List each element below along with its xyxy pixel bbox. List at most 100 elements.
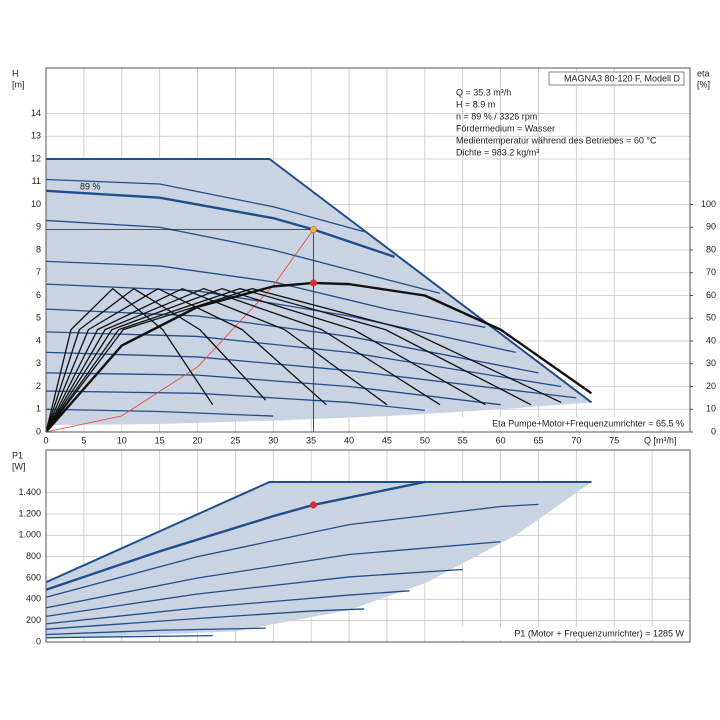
x-tick-label: 70	[571, 435, 581, 445]
operating-point	[309, 226, 317, 233]
curve	[45, 481, 592, 584]
y2-tick-label: 70	[706, 267, 716, 277]
overlay: 0 5 10 15 20 25 30 35 40 45 50 55 60 65 70 750123456789…	[31, 67, 716, 445]
footer-text: Eta Pumpe+Motor+Frequenzumrichter = 65.5…	[492, 418, 684, 428]
x-tick-label: 60	[496, 435, 506, 445]
info-line: Medientemperatur während des Betriebes =…	[456, 135, 657, 145]
curve	[45, 331, 562, 388]
info-line: Q = 35.3 m³/h	[456, 87, 511, 97]
y-tick-label: 1.200	[18, 508, 41, 518]
x-tick-label: 75	[609, 435, 619, 445]
curve	[45, 590, 410, 625]
y2-tick-label: 30	[706, 358, 716, 368]
y2-tick-label: 90	[706, 222, 716, 232]
curve	[45, 608, 365, 630]
curve	[45, 288, 441, 433]
y-tick-label: 1.000	[18, 530, 41, 540]
y-tick-label: 8	[36, 244, 41, 254]
operating-point	[309, 279, 317, 287]
curve	[45, 541, 501, 609]
x-tick-label: 45	[382, 435, 392, 445]
footer-box	[462, 417, 688, 430]
x-tick-label: 50	[420, 435, 430, 445]
curve	[45, 288, 562, 433]
y-tick-label: 4	[36, 335, 41, 345]
y-axis-label: P1	[12, 450, 23, 460]
y-tick-label: 2	[36, 381, 41, 391]
curve	[45, 408, 274, 417]
y-tick-label: 600	[26, 572, 41, 582]
curve	[45, 503, 539, 598]
curve	[45, 308, 539, 374]
y-tick-label: 400	[26, 594, 41, 604]
x-tick-label: 30	[268, 435, 278, 445]
curve	[45, 229, 314, 433]
y2-axis-label: [%]	[697, 79, 710, 89]
footer-box	[462, 627, 688, 640]
y-tick-label: 10	[31, 199, 41, 209]
curve	[45, 288, 486, 433]
title-box	[548, 71, 685, 86]
curve	[45, 283, 516, 354]
curve	[45, 351, 577, 399]
y-tick-label: 11	[32, 176, 41, 186]
curve	[45, 219, 441, 294]
y-tick-label: 3	[36, 358, 41, 368]
y-tick-label: 6	[36, 290, 41, 300]
x-tick-label: 40	[344, 435, 354, 445]
curve	[45, 288, 267, 433]
y-tick-label: 800	[26, 551, 41, 561]
curve	[45, 178, 365, 233]
info-line: H = 8.9 m	[456, 99, 495, 109]
operating-point	[309, 501, 317, 509]
info-line: Fördermedium = Wasser	[456, 123, 555, 133]
y-tick-label: 7	[36, 267, 41, 277]
x-tick-label: 15	[155, 435, 165, 445]
curve	[45, 189, 395, 258]
x-tick-label: 25	[230, 435, 240, 445]
curve	[45, 480, 426, 591]
y2-tick-label: 50	[706, 313, 716, 323]
y-tick-label: 9	[36, 222, 41, 232]
x-tick-label: 35	[306, 435, 316, 445]
overlay: 0 200 400 600 800 1.000 1.200 1.400 P1 (Motor + …	[18, 449, 691, 646]
y-tick-label: 12	[31, 153, 41, 163]
plot-frame	[45, 449, 691, 643]
y-tick-label: 200	[26, 615, 41, 625]
x-tick-label: 0	[43, 435, 48, 445]
y-tick-label: 1	[36, 404, 41, 414]
y2-tick-label: 0	[711, 426, 716, 436]
curve-label: 89 %	[80, 181, 101, 191]
y-tick-label: 13	[31, 131, 41, 141]
x-tick-label: 65	[533, 435, 543, 445]
curve	[45, 288, 532, 433]
x-axis-label: Q [m³/h]	[644, 435, 677, 445]
footer-text: P1 (Motor + Frequenzumrichter) = 1285 W	[514, 628, 684, 638]
x-tick-label: 5	[81, 435, 86, 445]
x-tick-label: 55	[458, 435, 468, 445]
y-tick-label: 5	[36, 313, 41, 323]
y-tick-label: 14	[31, 108, 41, 118]
y-axis-label: [W]	[12, 461, 26, 471]
y2-tick-label: 80	[706, 244, 716, 254]
y-axis-label: H	[12, 68, 19, 78]
y-tick-label: 0	[36, 426, 41, 436]
curve	[45, 288, 388, 433]
curve	[45, 634, 213, 639]
curve	[45, 288, 214, 433]
curve	[45, 568, 463, 618]
info-line: Dichte = 983.2 kg/m³	[456, 147, 539, 157]
y2-tick-label: 60	[706, 290, 716, 300]
y2-tick-label: 10	[706, 404, 716, 414]
curve	[45, 288, 327, 433]
y2-axis-label: eta	[697, 68, 710, 78]
y-tick-label: 0	[36, 636, 41, 646]
y-axis-label: [m]	[12, 79, 25, 89]
y-tick-label: 1.400	[18, 487, 41, 497]
curve	[45, 390, 425, 412]
series-layer	[45, 480, 592, 639]
x-tick-label: 20	[193, 435, 203, 445]
curve	[45, 260, 486, 328]
y2-tick-label: 40	[706, 335, 716, 345]
